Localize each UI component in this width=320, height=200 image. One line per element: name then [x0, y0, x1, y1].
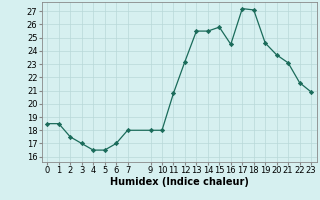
- X-axis label: Humidex (Indice chaleur): Humidex (Indice chaleur): [110, 177, 249, 187]
